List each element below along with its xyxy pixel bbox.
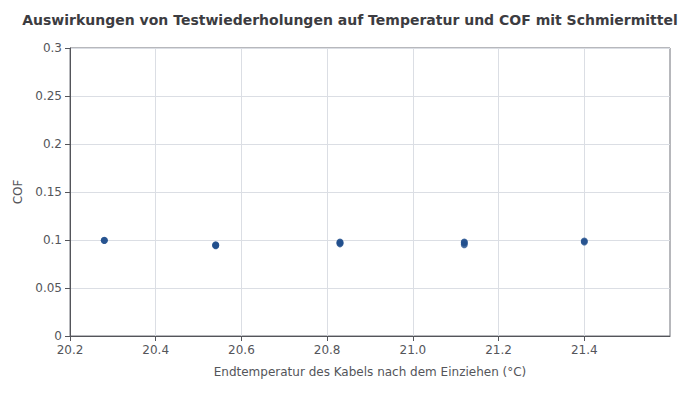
- svg-text:20.2: 20.2: [57, 343, 84, 357]
- svg-text:COF: COF: [11, 180, 25, 205]
- svg-text:0: 0: [54, 329, 62, 343]
- svg-text:0.2: 0.2: [43, 137, 62, 151]
- svg-text:21.4: 21.4: [571, 343, 598, 357]
- svg-text:0.15: 0.15: [35, 185, 62, 199]
- svg-text:20.6: 20.6: [228, 343, 255, 357]
- svg-text:0.05: 0.05: [35, 281, 62, 295]
- svg-text:21.0: 21.0: [399, 343, 426, 357]
- svg-text:20.8: 20.8: [314, 343, 341, 357]
- svg-text:Endtemperatur des Kabels nach: Endtemperatur des Kabels nach dem Einzie…: [214, 365, 527, 379]
- svg-text:Auswirkungen von Testwiederhol: Auswirkungen von Testwiederholungen auf …: [22, 12, 678, 28]
- svg-text:0.25: 0.25: [35, 89, 62, 103]
- svg-text:20.4: 20.4: [142, 343, 169, 357]
- svg-text:0.3: 0.3: [43, 41, 62, 55]
- svg-text:21.2: 21.2: [485, 343, 512, 357]
- svg-text:0.1: 0.1: [43, 233, 62, 247]
